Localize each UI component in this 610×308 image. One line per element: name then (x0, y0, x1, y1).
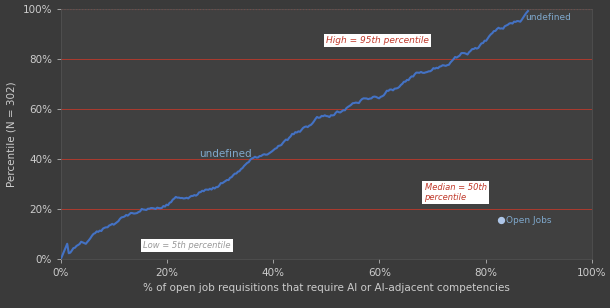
Text: Median = 50th
percentile: Median = 50th percentile (425, 183, 487, 202)
Text: Low = 5th percentile: Low = 5th percentile (143, 241, 231, 250)
Y-axis label: Percentile (N = 302): Percentile (N = 302) (7, 81, 17, 187)
Text: undefined: undefined (199, 149, 251, 159)
Text: undefined: undefined (525, 14, 571, 22)
Point (497, 217, 506, 222)
Text: Open Jobs: Open Jobs (506, 216, 551, 225)
Text: High = 95th percentile: High = 95th percentile (326, 36, 429, 45)
X-axis label: % of open job requisitions that require AI or AI-adjacent competencies: % of open job requisitions that require … (143, 283, 510, 293)
